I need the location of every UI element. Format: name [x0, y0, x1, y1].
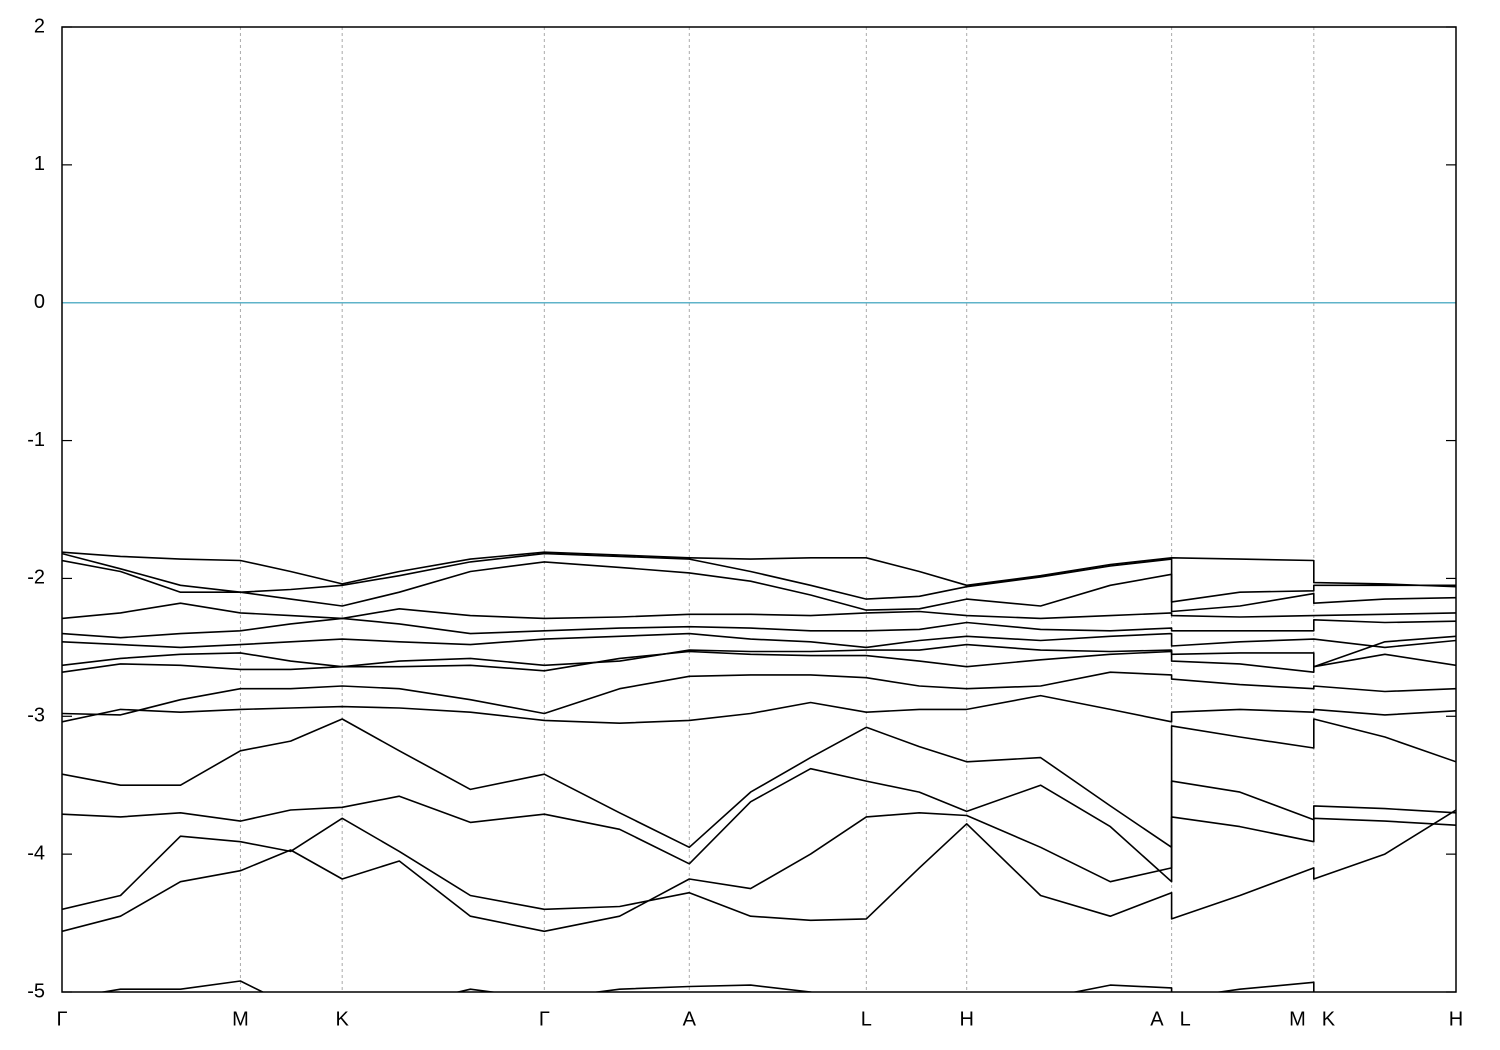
band-line — [62, 809, 1456, 922]
x-tick-label: A — [1150, 1008, 1164, 1030]
x-tick-label: L — [1180, 1008, 1191, 1030]
band-line — [62, 694, 1456, 724]
y-tick-label: -1 — [27, 429, 45, 451]
band-line — [62, 559, 1456, 613]
y-tick-label: -2 — [27, 567, 45, 589]
x-tick-label: K — [336, 1008, 350, 1030]
band-line — [62, 602, 1456, 620]
band-line — [62, 632, 1456, 649]
y-tick-label: -4 — [27, 842, 45, 864]
x-tick-label: Γ — [56, 1008, 67, 1030]
x-tick-label: M — [232, 1008, 249, 1030]
y-tick-label: 2 — [34, 15, 45, 37]
x-tick-label: Γ — [539, 1008, 550, 1030]
band-line — [62, 650, 1456, 673]
band-line — [62, 635, 1456, 668]
band-line — [62, 718, 1456, 849]
x-tick-label: M — [1289, 1008, 1306, 1030]
x-tick-label: H — [959, 1008, 973, 1030]
plot-area — [62, 301, 1456, 992]
y-tick-label: -3 — [27, 705, 45, 727]
band-line — [98, 980, 1315, 992]
x-tick-label: H — [1449, 1008, 1463, 1030]
y-tick-label: 1 — [34, 153, 45, 175]
band-line — [62, 812, 1456, 933]
x-tick-label: L — [861, 1008, 872, 1030]
band-line — [62, 551, 1456, 588]
x-tick-label: A — [683, 1008, 697, 1030]
plot-frame — [61, 26, 1457, 993]
y-tick-label: 0 — [34, 291, 45, 313]
y-tick-label: -5 — [27, 980, 45, 1002]
band-line — [62, 552, 1456, 603]
band-line — [62, 767, 1456, 883]
band-line — [62, 617, 1456, 639]
band-line — [62, 671, 1456, 716]
x-tick-label: K — [1322, 1008, 1336, 1030]
